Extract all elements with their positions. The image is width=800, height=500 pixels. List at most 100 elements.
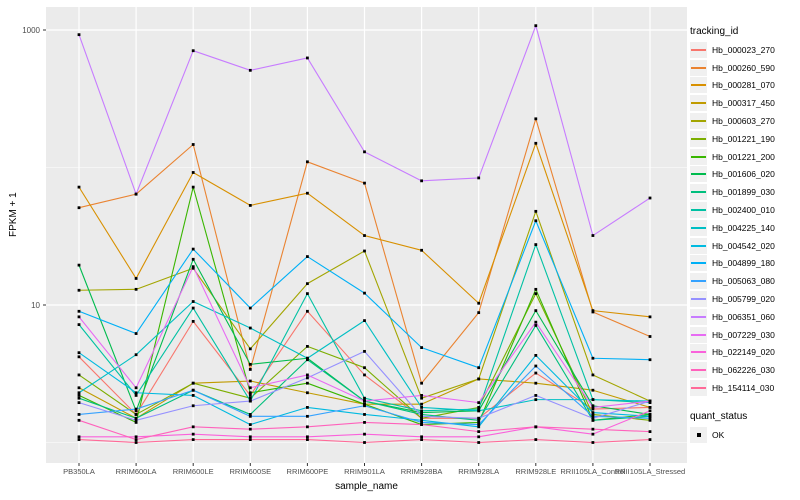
data-point (648, 335, 652, 338)
data-point (134, 391, 138, 395)
legend-title-tracking-id: tracking_id (690, 26, 739, 37)
legend-quant-status: quant_status OK (690, 411, 798, 444)
data-point (306, 282, 309, 286)
data-point (534, 320, 538, 324)
legend-color-line-icon (691, 155, 706, 158)
data-point (591, 416, 595, 420)
data-point (134, 413, 138, 416)
data-point (77, 418, 81, 422)
data-point (77, 323, 81, 327)
data-point (248, 68, 252, 72)
legend-color-line-icon (691, 315, 706, 318)
legend-color-line-icon (691, 120, 706, 123)
legend-key-swatch (690, 59, 707, 76)
legend-entry-label: Hb_000023_270 (712, 44, 775, 55)
data-point (248, 438, 252, 441)
data-point (420, 414, 423, 418)
legend-key-swatch (690, 219, 707, 236)
data-point (306, 255, 309, 258)
data-point (534, 243, 538, 246)
legend: tracking_id Hb_000023_270 Hb_000260_590 Hb… (690, 26, 798, 444)
legend-entry-Hb_000317_450: Hb_000317_450 (690, 94, 798, 112)
legend-entry-Hb_001221_200: Hb_001221_200 (690, 148, 798, 166)
data-point (648, 438, 652, 441)
data-point (306, 414, 309, 418)
data-point (306, 56, 309, 60)
data-point (248, 204, 252, 207)
x-tick-label: RRIM901LA (344, 467, 385, 476)
data-point (420, 406, 423, 409)
data-point (477, 366, 481, 370)
data-point (191, 394, 195, 397)
data-point (591, 373, 595, 377)
legend-key-swatch (690, 77, 707, 94)
data-point (591, 411, 595, 414)
legend-color-line-icon (691, 66, 706, 69)
legend-entry-label: Hb_004542_020 (712, 240, 775, 251)
legend-entry-label: Hb_001221_190 (712, 133, 775, 144)
legend-title-quant-status: quant_status (690, 410, 748, 422)
legend-entry-Hb_000281_070: Hb_000281_070 (690, 77, 798, 95)
legend-color-line-icon (691, 298, 706, 301)
data-point (77, 373, 81, 377)
data-point (191, 171, 195, 174)
legend-key-swatch (690, 41, 707, 58)
data-point (306, 292, 309, 296)
data-point (306, 381, 309, 385)
legend-entry-label: Hb_007229_030 (712, 329, 775, 340)
data-point (363, 319, 366, 323)
legend-entry-Hb_005799_020: Hb_005799_020 (690, 290, 798, 308)
legend-color-line-icon (691, 351, 706, 354)
legend-key-swatch (690, 202, 707, 219)
legend-key-swatch (690, 166, 707, 183)
legend-color-line-icon (691, 333, 706, 336)
legend-key-swatch (690, 130, 707, 147)
legend-entry-label: Hb_001899_030 (712, 187, 775, 198)
data-point (420, 416, 423, 420)
data-point (306, 406, 309, 409)
data-point (191, 257, 195, 261)
legend-color-line-icon (691, 244, 706, 247)
data-point (534, 364, 538, 368)
data-point (534, 425, 538, 429)
data-point (77, 413, 81, 416)
data-point (306, 438, 309, 441)
data-point (77, 33, 81, 37)
data-point (134, 287, 138, 291)
legend-color-line-icon (691, 262, 706, 265)
data-point (191, 266, 195, 270)
data-point (134, 332, 138, 335)
data-point (648, 358, 652, 362)
legend-key-swatch (690, 184, 707, 201)
data-point (134, 409, 138, 413)
legend-entry-label: Hb_001606_020 (712, 169, 775, 180)
legend-key-swatch (690, 148, 707, 165)
data-point (420, 396, 423, 400)
data-point (477, 407, 481, 411)
data-point (77, 309, 81, 313)
data-point (534, 324, 538, 327)
data-point (134, 421, 138, 424)
data-point (248, 347, 252, 351)
data-point (306, 358, 309, 362)
x-tick-label: RRIM600SE (229, 467, 271, 476)
data-point (534, 371, 538, 375)
data-point (191, 300, 195, 303)
data-point (306, 344, 309, 348)
data-point (648, 416, 652, 420)
data-point (591, 398, 595, 402)
legend-key-swatch (690, 95, 707, 112)
data-point (534, 292, 538, 296)
legend-entry-Hb_002400_010: Hb_002400_010 (690, 201, 798, 219)
data-point (248, 386, 252, 390)
data-point (477, 423, 481, 426)
data-point (648, 430, 652, 434)
legend-key-swatch (690, 380, 707, 397)
data-point (77, 435, 81, 439)
legend-key-swatch (690, 255, 707, 272)
data-point (77, 263, 81, 267)
data-point (591, 432, 595, 436)
legend-key-swatch (690, 362, 707, 379)
